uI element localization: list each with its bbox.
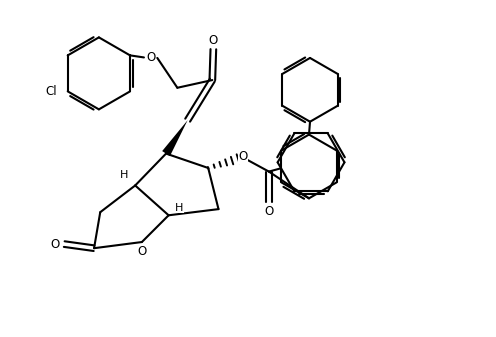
Text: O: O [239,150,248,163]
Text: H: H [175,203,183,213]
Text: O: O [146,52,155,64]
Polygon shape [162,120,187,156]
Text: O: O [264,205,273,218]
Text: O: O [51,238,60,251]
Text: Cl: Cl [46,85,57,98]
Text: O: O [137,245,146,258]
Text: O: O [209,34,218,47]
Text: H: H [120,170,128,180]
